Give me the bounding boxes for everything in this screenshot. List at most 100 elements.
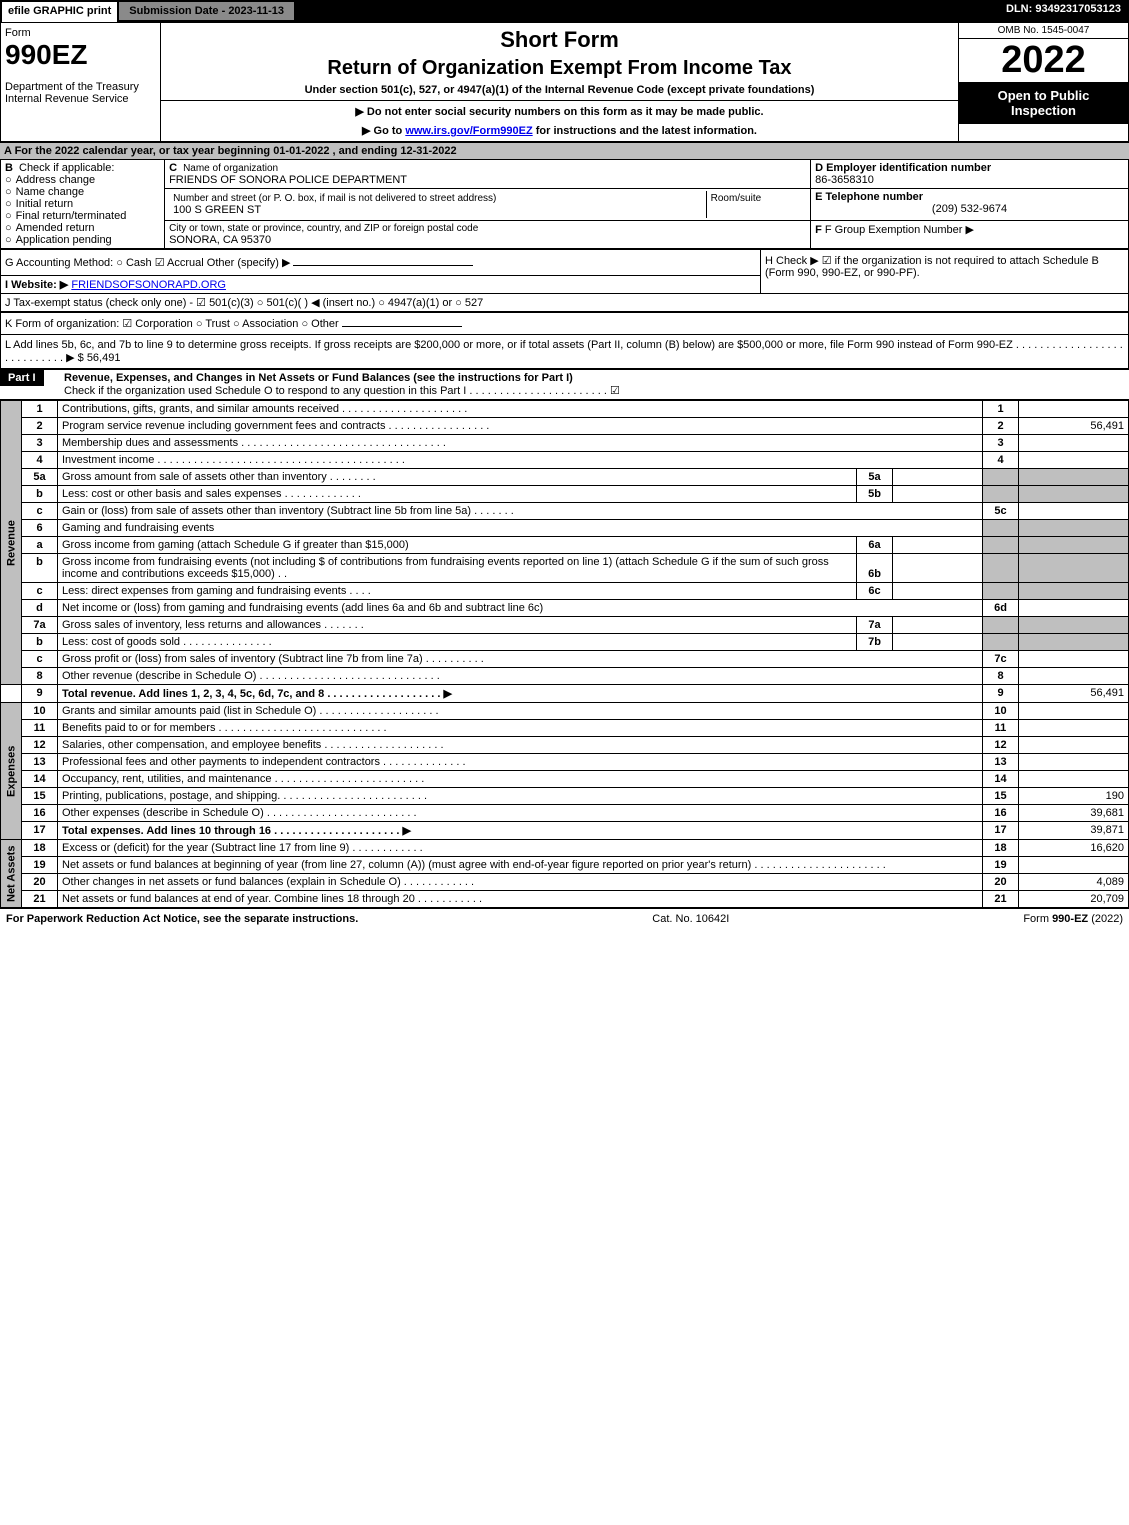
goto-post: for instructions and the latest informat…: [533, 125, 757, 137]
line-5c-desc: Gain or (loss) from sale of assets other…: [58, 503, 983, 520]
line-16-desc: Other expenses (describe in Schedule O) …: [58, 805, 983, 822]
footer-paperwork: For Paperwork Reduction Act Notice, see …: [6, 913, 358, 925]
line-5b-midamt: [893, 486, 983, 503]
shade-6c: [983, 583, 1019, 600]
line-7c-desc: Gross profit or (loss) from sales of inv…: [58, 651, 983, 668]
line-17-num: 17: [22, 822, 58, 840]
line-i-label: I Website: ▶: [5, 279, 68, 291]
shade-7b: [983, 634, 1019, 651]
line-10-num: 10: [22, 703, 58, 720]
shade-6b-amt: [1019, 554, 1129, 583]
line-7a-desc: Gross sales of inventory, less returns a…: [58, 617, 857, 634]
net-assets-side-label: Net Assets: [1, 840, 22, 908]
line-1-amt: [1019, 401, 1129, 418]
street-value: 100 S GREEN ST: [173, 204, 702, 216]
line-5a-midamt: [893, 469, 983, 486]
line-16-num: 16: [22, 805, 58, 822]
line-j-tax-status: J Tax-exempt status (check only one) - ☑…: [1, 294, 1129, 313]
tax-year: 2022: [959, 39, 1128, 82]
submission-date: Submission Date - 2023-11-13: [119, 0, 296, 22]
line-15-desc: Printing, publications, postage, and shi…: [58, 788, 983, 805]
line-14-num: 14: [22, 771, 58, 788]
line-7b-num: b: [22, 634, 58, 651]
form-subtitle: Return of Organization Exempt From Incom…: [165, 57, 954, 80]
line-17-amt: 39,871: [1019, 822, 1129, 840]
name-label: Name of organization: [183, 163, 278, 174]
line-7c-col: 7c: [983, 651, 1019, 668]
shade-5b: [983, 486, 1019, 503]
chk-final-return[interactable]: Final return/terminated: [5, 210, 160, 222]
shade-6a-amt: [1019, 537, 1129, 554]
chk-address-change[interactable]: Address change: [5, 174, 160, 186]
chk-name-change[interactable]: Name change: [5, 186, 160, 198]
website-link[interactable]: FRIENDSOFSONORAPD.ORG: [71, 279, 226, 291]
line-10-amt: [1019, 703, 1129, 720]
line-3-desc: Membership dues and assessments . . . . …: [58, 435, 983, 452]
page-footer: For Paperwork Reduction Act Notice, see …: [0, 908, 1129, 929]
irs-link[interactable]: www.irs.gov/Form990EZ: [405, 125, 532, 137]
line-10-col: 10: [983, 703, 1019, 720]
line-19-num: 19: [22, 857, 58, 874]
line-6-num: 6: [22, 520, 58, 537]
line-15-col: 15: [983, 788, 1019, 805]
line-5a-num: 5a: [22, 469, 58, 486]
line-6c-midamt: [893, 583, 983, 600]
line-6d-col: 6d: [983, 600, 1019, 617]
efile-print-button[interactable]: efile GRAPHIC print: [0, 0, 119, 22]
line-8-desc: Other revenue (describe in Schedule O) .…: [58, 668, 983, 685]
line-4-col: 4: [983, 452, 1019, 469]
line-5b-num: b: [22, 486, 58, 503]
line-5c-num: c: [22, 503, 58, 520]
chk-application-pending[interactable]: Application pending: [5, 234, 160, 246]
line-1-num: 1: [22, 401, 58, 418]
line-6a-num: a: [22, 537, 58, 554]
phone-label: E Telephone number: [815, 191, 1124, 203]
line-20-desc: Other changes in net assets or fund bala…: [58, 874, 983, 891]
line-7b-desc: Less: cost of goods sold . . . . . . . .…: [58, 634, 857, 651]
line-9-amt: 56,491: [1019, 685, 1129, 703]
shade-5b-amt: [1019, 486, 1129, 503]
line-7c-num: c: [22, 651, 58, 668]
line-3-col: 3: [983, 435, 1019, 452]
form-label: Form: [5, 27, 156, 39]
line-6c-desc: Less: direct expenses from gaming and fu…: [58, 583, 857, 600]
line-7a-num: 7a: [22, 617, 58, 634]
line-2-col: 2: [983, 418, 1019, 435]
shade-7a: [983, 617, 1019, 634]
line-8-num: 8: [22, 668, 58, 685]
line-16-amt: 39,681: [1019, 805, 1129, 822]
open-to-public: Open to Public Inspection: [959, 82, 1128, 124]
line-13-col: 13: [983, 754, 1019, 771]
line-14-col: 14: [983, 771, 1019, 788]
line-6d-num: d: [22, 600, 58, 617]
line-8-col: 8: [983, 668, 1019, 685]
line-21-amt: 20,709: [1019, 891, 1129, 908]
line-20-amt: 4,089: [1019, 874, 1129, 891]
shade-7b-amt: [1019, 634, 1129, 651]
form-header: Form 990EZ Department of the Treasury In…: [0, 22, 1129, 142]
line-9-col: 9: [983, 685, 1019, 703]
line-5c-amt: [1019, 503, 1129, 520]
ssn-note: ▶ Do not enter social security numbers o…: [165, 105, 954, 118]
footer-cat-no: Cat. No. 10642I: [652, 913, 729, 925]
line-14-amt: [1019, 771, 1129, 788]
line-7a-mid: 7a: [857, 617, 893, 634]
line-k-org-form: K Form of organization: ☑ Corporation ○ …: [5, 318, 339, 330]
line-11-num: 11: [22, 720, 58, 737]
line-18-col: 18: [983, 840, 1019, 857]
line-4-desc: Investment income . . . . . . . . . . . …: [58, 452, 983, 469]
line-13-desc: Professional fees and other payments to …: [58, 754, 983, 771]
line-12-amt: [1019, 737, 1129, 754]
room-suite-label: Room/suite: [711, 193, 803, 204]
line-3-num: 3: [22, 435, 58, 452]
line-9-desc: Total revenue. Add lines 1, 2, 3, 4, 5c,…: [58, 685, 983, 703]
line-18-desc: Excess or (deficit) for the year (Subtra…: [58, 840, 983, 857]
line-11-desc: Benefits paid to or for members . . . . …: [58, 720, 983, 737]
chk-initial-return[interactable]: Initial return: [5, 198, 160, 210]
shade-5a: [983, 469, 1019, 486]
line-9-num: 9: [22, 685, 58, 703]
line-12-col: 12: [983, 737, 1019, 754]
form-number: 990EZ: [5, 39, 156, 71]
line-2-num: 2: [22, 418, 58, 435]
chk-amended-return[interactable]: Amended return: [5, 222, 160, 234]
